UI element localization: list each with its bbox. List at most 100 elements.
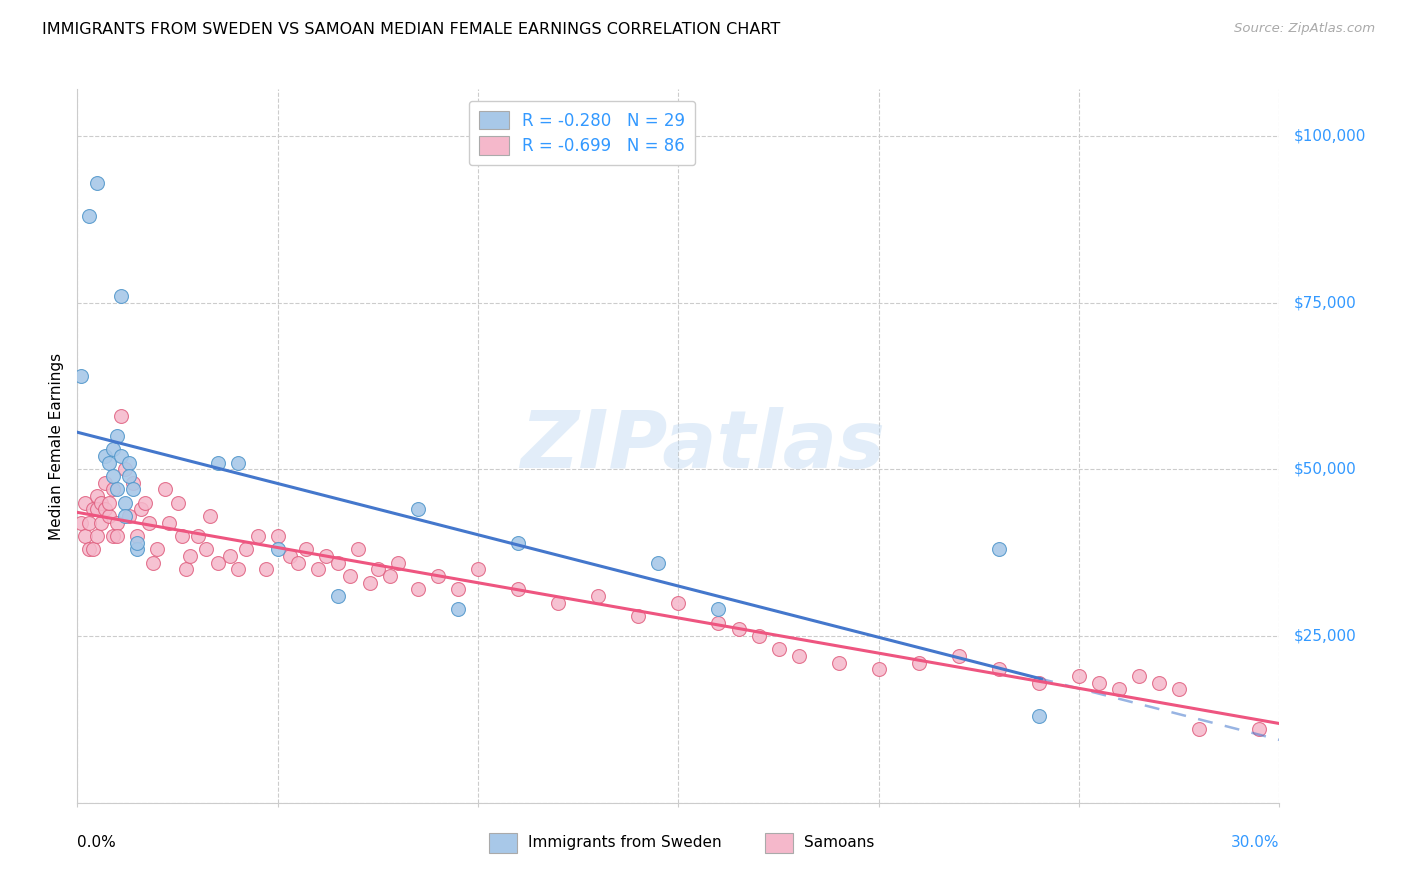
Point: [1128, 669, 1150, 683]
Point: [122, 483, 145, 497]
Point: [155, 483, 177, 497]
Point: [131, 502, 153, 516]
Point: [198, 509, 221, 524]
Point: [98, 496, 121, 510]
Point: [1028, 709, 1050, 723]
Point: [988, 662, 1011, 676]
Point: [226, 456, 249, 470]
Point: [103, 469, 125, 483]
Point: [114, 509, 136, 524]
Point: [339, 569, 361, 583]
Point: [110, 289, 132, 303]
Point: [1069, 669, 1091, 683]
Text: $50,000: $50,000: [1294, 462, 1357, 477]
Point: [86, 502, 108, 516]
Point: [90, 516, 112, 530]
Point: [1108, 682, 1130, 697]
Point: [868, 662, 890, 676]
Point: [315, 549, 337, 563]
Point: [107, 529, 129, 543]
Point: [1088, 675, 1111, 690]
Text: IMMIGRANTS FROM SWEDEN VS SAMOAN MEDIAN FEMALE EARNINGS CORRELATION CHART: IMMIGRANTS FROM SWEDEN VS SAMOAN MEDIAN …: [42, 22, 780, 37]
Point: [75, 496, 97, 510]
Point: [447, 582, 470, 597]
Point: [988, 542, 1011, 557]
Point: [94, 475, 117, 490]
Point: [326, 556, 349, 570]
Point: [79, 516, 101, 530]
Point: [467, 562, 489, 576]
Point: [948, 649, 970, 664]
Point: [146, 542, 169, 557]
Point: [1149, 675, 1171, 690]
Point: [378, 569, 401, 583]
Point: [627, 609, 650, 624]
Text: Source: ZipAtlas.com: Source: ZipAtlas.com: [1234, 22, 1375, 36]
Point: [118, 469, 141, 483]
Point: [134, 496, 156, 510]
Point: [110, 409, 132, 423]
Point: [170, 529, 193, 543]
Point: [70, 368, 93, 383]
Point: [122, 475, 145, 490]
Point: [235, 542, 257, 557]
Text: 0.0%: 0.0%: [77, 836, 117, 850]
Point: [114, 496, 136, 510]
Point: [118, 509, 141, 524]
Y-axis label: Median Female Earnings: Median Female Earnings: [49, 352, 65, 540]
Point: [707, 615, 730, 630]
Point: [367, 562, 389, 576]
Point: [787, 649, 810, 664]
Point: [588, 589, 610, 603]
Point: [218, 549, 240, 563]
Point: [727, 623, 749, 637]
Point: [166, 496, 188, 510]
Point: [447, 602, 470, 616]
Point: [98, 509, 121, 524]
Point: [107, 516, 129, 530]
Point: [387, 556, 409, 570]
Point: [267, 529, 290, 543]
Point: [359, 575, 381, 590]
Point: [94, 449, 117, 463]
Point: [254, 562, 277, 576]
Point: [118, 456, 141, 470]
Text: $100,000: $100,000: [1294, 128, 1367, 144]
Point: [748, 629, 770, 643]
Point: [508, 582, 530, 597]
Point: [278, 549, 301, 563]
Point: [547, 596, 569, 610]
Point: [179, 549, 201, 563]
Point: [127, 535, 149, 549]
Point: [828, 656, 851, 670]
Point: [326, 589, 349, 603]
Text: Samoans: Samoans: [804, 836, 875, 850]
Point: [103, 483, 125, 497]
Text: ZIPatlas: ZIPatlas: [520, 407, 884, 485]
Point: [647, 556, 669, 570]
Point: [406, 582, 429, 597]
Point: [207, 456, 229, 470]
Point: [103, 529, 125, 543]
Text: $75,000: $75,000: [1294, 295, 1357, 310]
Point: [142, 556, 165, 570]
Point: [82, 542, 104, 557]
Point: [79, 209, 101, 223]
Point: [94, 502, 117, 516]
Point: [194, 542, 217, 557]
Point: [159, 516, 181, 530]
Text: $25,000: $25,000: [1294, 629, 1357, 643]
Point: [267, 542, 290, 557]
Point: [186, 529, 209, 543]
Point: [114, 462, 136, 476]
Point: [287, 556, 309, 570]
Point: [347, 542, 370, 557]
Point: [86, 176, 108, 190]
Point: [668, 596, 690, 610]
Point: [127, 542, 149, 557]
Point: [226, 562, 249, 576]
Point: [427, 569, 450, 583]
Point: [1168, 682, 1191, 697]
Point: [1028, 675, 1050, 690]
Point: [768, 642, 790, 657]
